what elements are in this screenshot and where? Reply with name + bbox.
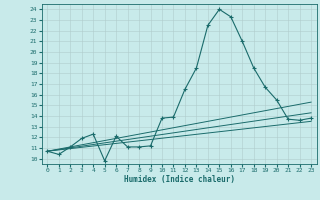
X-axis label: Humidex (Indice chaleur): Humidex (Indice chaleur) [124,175,235,184]
